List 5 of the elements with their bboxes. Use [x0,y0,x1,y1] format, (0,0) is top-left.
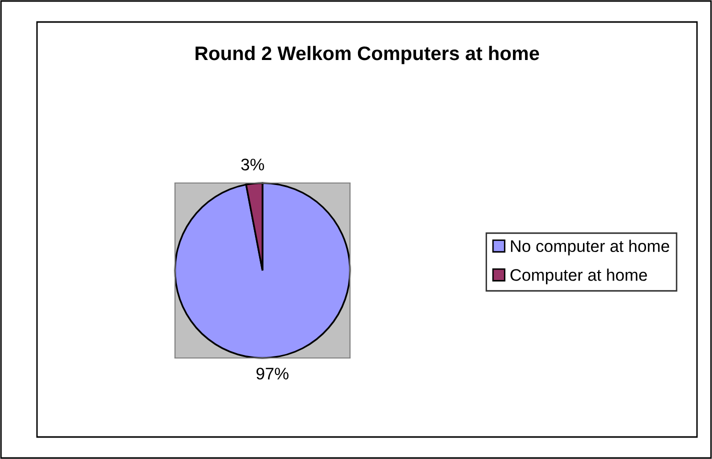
legend-label: No computer at home [511,240,670,256]
data-label: 97% [256,368,288,380]
legend-label: Computer at home [510,268,647,284]
data-label: 3% [241,158,264,170]
chart-title: Round 2 Welkom Computers at home [196,46,540,64]
